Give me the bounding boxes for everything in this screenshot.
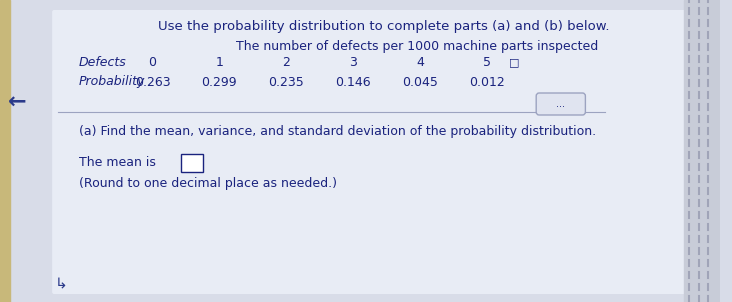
Text: Use the probability distribution to complete parts (a) and (b) below.: Use the probability distribution to comp… xyxy=(158,20,610,33)
Text: 0.012: 0.012 xyxy=(469,76,505,88)
Text: Defects: Defects xyxy=(79,56,127,69)
Text: 5: 5 xyxy=(483,56,491,69)
Text: 0: 0 xyxy=(149,56,157,69)
Text: 2: 2 xyxy=(283,56,290,69)
Text: ←: ← xyxy=(8,92,27,112)
Text: The number of defects per 1000 machine parts inspected: The number of defects per 1000 machine p… xyxy=(236,40,598,53)
Text: 4: 4 xyxy=(417,56,424,69)
Text: 3: 3 xyxy=(349,56,357,69)
Bar xyxy=(684,0,720,302)
FancyBboxPatch shape xyxy=(537,93,586,115)
FancyBboxPatch shape xyxy=(181,154,203,172)
Text: 1: 1 xyxy=(215,56,223,69)
Text: □: □ xyxy=(509,57,520,67)
Text: (a) Find the mean, variance, and standard deviation of the probability distribut: (a) Find the mean, variance, and standar… xyxy=(79,126,596,139)
FancyBboxPatch shape xyxy=(52,10,706,294)
Text: Probability: Probability xyxy=(79,76,145,88)
Text: (Round to one decimal place as needed.): (Round to one decimal place as needed.) xyxy=(79,178,337,191)
Text: 0.299: 0.299 xyxy=(201,76,237,88)
Text: 0.235: 0.235 xyxy=(269,76,305,88)
Text: ...: ... xyxy=(556,99,565,109)
Text: ↳: ↳ xyxy=(55,277,67,291)
Text: The mean is: The mean is xyxy=(79,156,156,169)
Text: 0.045: 0.045 xyxy=(402,76,438,88)
Text: 0.263: 0.263 xyxy=(135,76,171,88)
Text: 0.146: 0.146 xyxy=(335,76,371,88)
Bar xyxy=(0,0,10,302)
